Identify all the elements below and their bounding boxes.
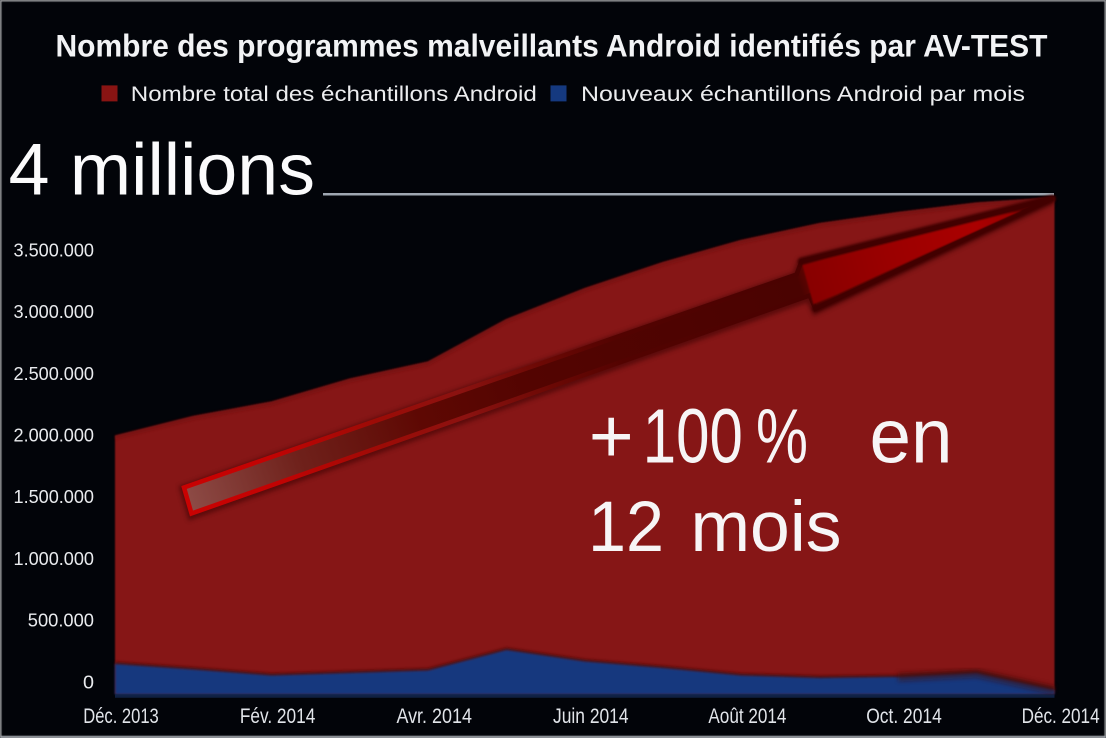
- svg-text:0: 0: [83, 672, 94, 693]
- svg-text:500.000: 500.000: [28, 611, 94, 632]
- svg-text:mois: mois: [691, 487, 842, 567]
- svg-text:+: +: [589, 394, 634, 480]
- svg-text:2.500.000: 2.500.000: [14, 364, 95, 385]
- svg-text:Avr. 2014: Avr. 2014: [396, 704, 472, 728]
- svg-text:Déc. 2014: Déc. 2014: [1022, 704, 1100, 728]
- svg-text:Juin 2014: Juin 2014: [553, 704, 629, 728]
- svg-text:en: en: [870, 394, 953, 480]
- svg-text:3.500.000: 3.500.000: [14, 240, 95, 261]
- svg-text:2.000.000: 2.000.000: [14, 426, 95, 447]
- svg-text:1.500.000: 1.500.000: [14, 487, 95, 508]
- svg-text:Déc. 2013: Déc. 2013: [83, 704, 159, 728]
- svg-text:3.000.000: 3.000.000: [14, 302, 95, 323]
- svg-text:Nombre des programmes malveill: Nombre des programmes malveillants Andro…: [56, 28, 1049, 64]
- svg-text:Nombre total des échantillons: Nombre total des échantillons Android: [131, 83, 537, 106]
- svg-text:Fév. 2014: Fév. 2014: [240, 704, 316, 728]
- svg-text:Nouveaux échantillons Android: Nouveaux échantillons Android par mois: [581, 83, 1025, 106]
- svg-text:%: %: [756, 394, 808, 480]
- svg-text:12: 12: [588, 487, 664, 567]
- svg-text:1.000.000: 1.000.000: [14, 549, 95, 570]
- svg-text:Août 2014: Août 2014: [708, 704, 786, 728]
- svg-text:4 millions: 4 millions: [9, 127, 315, 210]
- svg-text:Oct. 2014: Oct. 2014: [866, 704, 942, 728]
- svg-text:100: 100: [643, 394, 743, 480]
